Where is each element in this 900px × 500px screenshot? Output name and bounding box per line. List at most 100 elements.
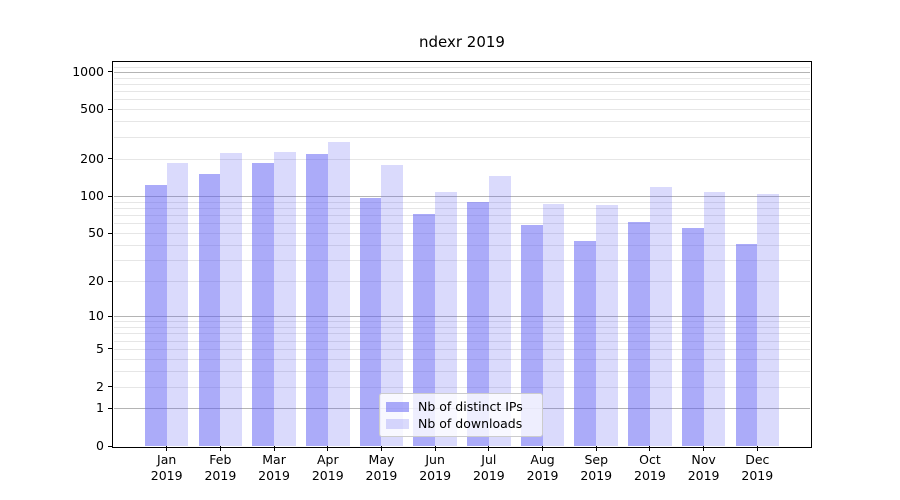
x-tick-month: Jan — [157, 452, 177, 467]
x-tick-year: 2019 — [365, 468, 398, 483]
x-tick-mark — [542, 446, 544, 451]
y-tick-mark — [108, 407, 113, 409]
x-tick-month: Jul — [481, 452, 497, 467]
x-tick-month: Sep — [584, 452, 608, 467]
gridline-minor — [114, 121, 810, 123]
y-tick-label: 5 — [96, 340, 104, 356]
bar-downloads — [757, 194, 780, 446]
x-tick-label: Mar 2019 — [232, 452, 316, 484]
gridline-minor — [114, 260, 810, 262]
legend: Nb of distinct IPs Nb of downloads — [379, 393, 543, 437]
gridline-minor — [114, 348, 810, 350]
bar-distinct-ips — [144, 185, 167, 446]
bar-distinct-ips — [520, 225, 543, 446]
x-tick-month: Aug — [530, 452, 555, 467]
bar-downloads — [274, 151, 296, 446]
x-tick-label: Apr 2019 — [286, 452, 370, 484]
gridline-minor — [114, 99, 810, 101]
bar-distinct-ips — [735, 243, 758, 446]
x-tick-label: Aug 2019 — [501, 452, 585, 484]
y-tick-mark — [108, 348, 113, 350]
y-tick-mark — [108, 195, 113, 197]
x-tick-label: Jun 2019 — [393, 452, 477, 484]
x-tick-month: Nov — [691, 452, 716, 467]
bar-distinct-ips — [305, 153, 328, 446]
bar-downloads — [381, 164, 404, 446]
legend-swatch — [386, 401, 409, 412]
gridline-minor — [114, 233, 810, 235]
bar-distinct-ips — [628, 222, 650, 446]
x-tick-mark — [219, 446, 221, 451]
x-tick-label: Sep 2019 — [554, 452, 638, 484]
chart-title: ndexr 2019 — [419, 33, 505, 51]
y-tick-label: 50 — [88, 225, 104, 241]
bar-downloads — [649, 186, 672, 446]
x-tick-mark — [273, 446, 275, 451]
x-tick-year: 2019 — [741, 468, 774, 483]
x-tick-month: May — [368, 452, 395, 467]
bar-downloads — [220, 152, 243, 446]
bar-distinct-ips — [252, 163, 275, 446]
x-tick-label: Jan 2019 — [125, 452, 209, 484]
bar-downloads — [703, 191, 726, 446]
legend-item: Nb of distinct IPs — [386, 399, 536, 414]
x-tick-year: 2019 — [419, 468, 452, 483]
bar-distinct-ips — [198, 173, 221, 446]
x-tick-year: 2019 — [204, 468, 237, 483]
gridline-minor — [114, 321, 810, 323]
gridline-minor — [114, 158, 810, 160]
y-tick-mark — [108, 386, 113, 387]
x-tick-year: 2019 — [150, 468, 183, 483]
gridline-minor — [114, 223, 810, 225]
bar-downloads — [435, 192, 457, 446]
y-tick-mark — [108, 232, 113, 234]
x-tick-mark — [434, 446, 436, 451]
x-tick-label: Feb 2019 — [178, 452, 262, 484]
x-tick-mark — [327, 446, 329, 451]
y-tick-mark — [108, 315, 113, 317]
y-tick-label: 10 — [88, 308, 104, 324]
bar-distinct-ips — [467, 202, 489, 446]
gridline-minor — [114, 136, 810, 138]
gridline-minor — [114, 370, 810, 372]
bar-distinct-ips — [359, 198, 382, 446]
x-tick-year: 2019 — [311, 468, 344, 483]
legend-label: Nb of distinct IPs — [418, 399, 523, 414]
gridline-minor — [114, 333, 810, 335]
x-tick-mark — [756, 446, 758, 451]
x-tick-label: Dec 2019 — [715, 452, 799, 484]
gridline-minor — [114, 109, 810, 111]
gridline-minor — [114, 358, 810, 360]
y-tick-mark — [108, 71, 113, 73]
y-tick-mark — [108, 280, 113, 282]
bar-distinct-ips — [681, 228, 704, 446]
x-tick-year: 2019 — [687, 468, 720, 483]
y-tick-label: 20 — [88, 273, 104, 289]
x-tick-mark — [380, 446, 382, 451]
gridline-minor — [114, 83, 810, 85]
y-tick-label: 2 — [96, 378, 104, 394]
x-tick-label: May 2019 — [339, 452, 423, 484]
bar-distinct-ips — [413, 214, 436, 446]
x-tick-year: 2019 — [580, 468, 613, 483]
gridline-minor — [114, 66, 810, 68]
legend-swatch — [386, 418, 409, 429]
y-tick-label: 200 — [80, 150, 104, 166]
gridline-minor — [114, 340, 810, 342]
gridline-minor — [114, 208, 810, 210]
gridline-major — [114, 71, 810, 73]
gridline-minor — [114, 91, 810, 93]
y-tick-label: 100 — [80, 188, 104, 204]
y-tick-label: 0 — [96, 438, 104, 453]
gridline-minor — [114, 327, 810, 328]
y-tick-mark — [108, 445, 113, 447]
y-tick-label: 500 — [80, 101, 104, 117]
x-tick-month: Oct — [639, 452, 661, 467]
gridline-minor — [114, 201, 810, 203]
y-tick-label: 1000 — [72, 63, 104, 79]
x-tick-year: 2019 — [634, 468, 666, 483]
bar-downloads — [166, 162, 189, 446]
bar-downloads — [488, 176, 511, 446]
gridline-minor — [114, 386, 810, 388]
